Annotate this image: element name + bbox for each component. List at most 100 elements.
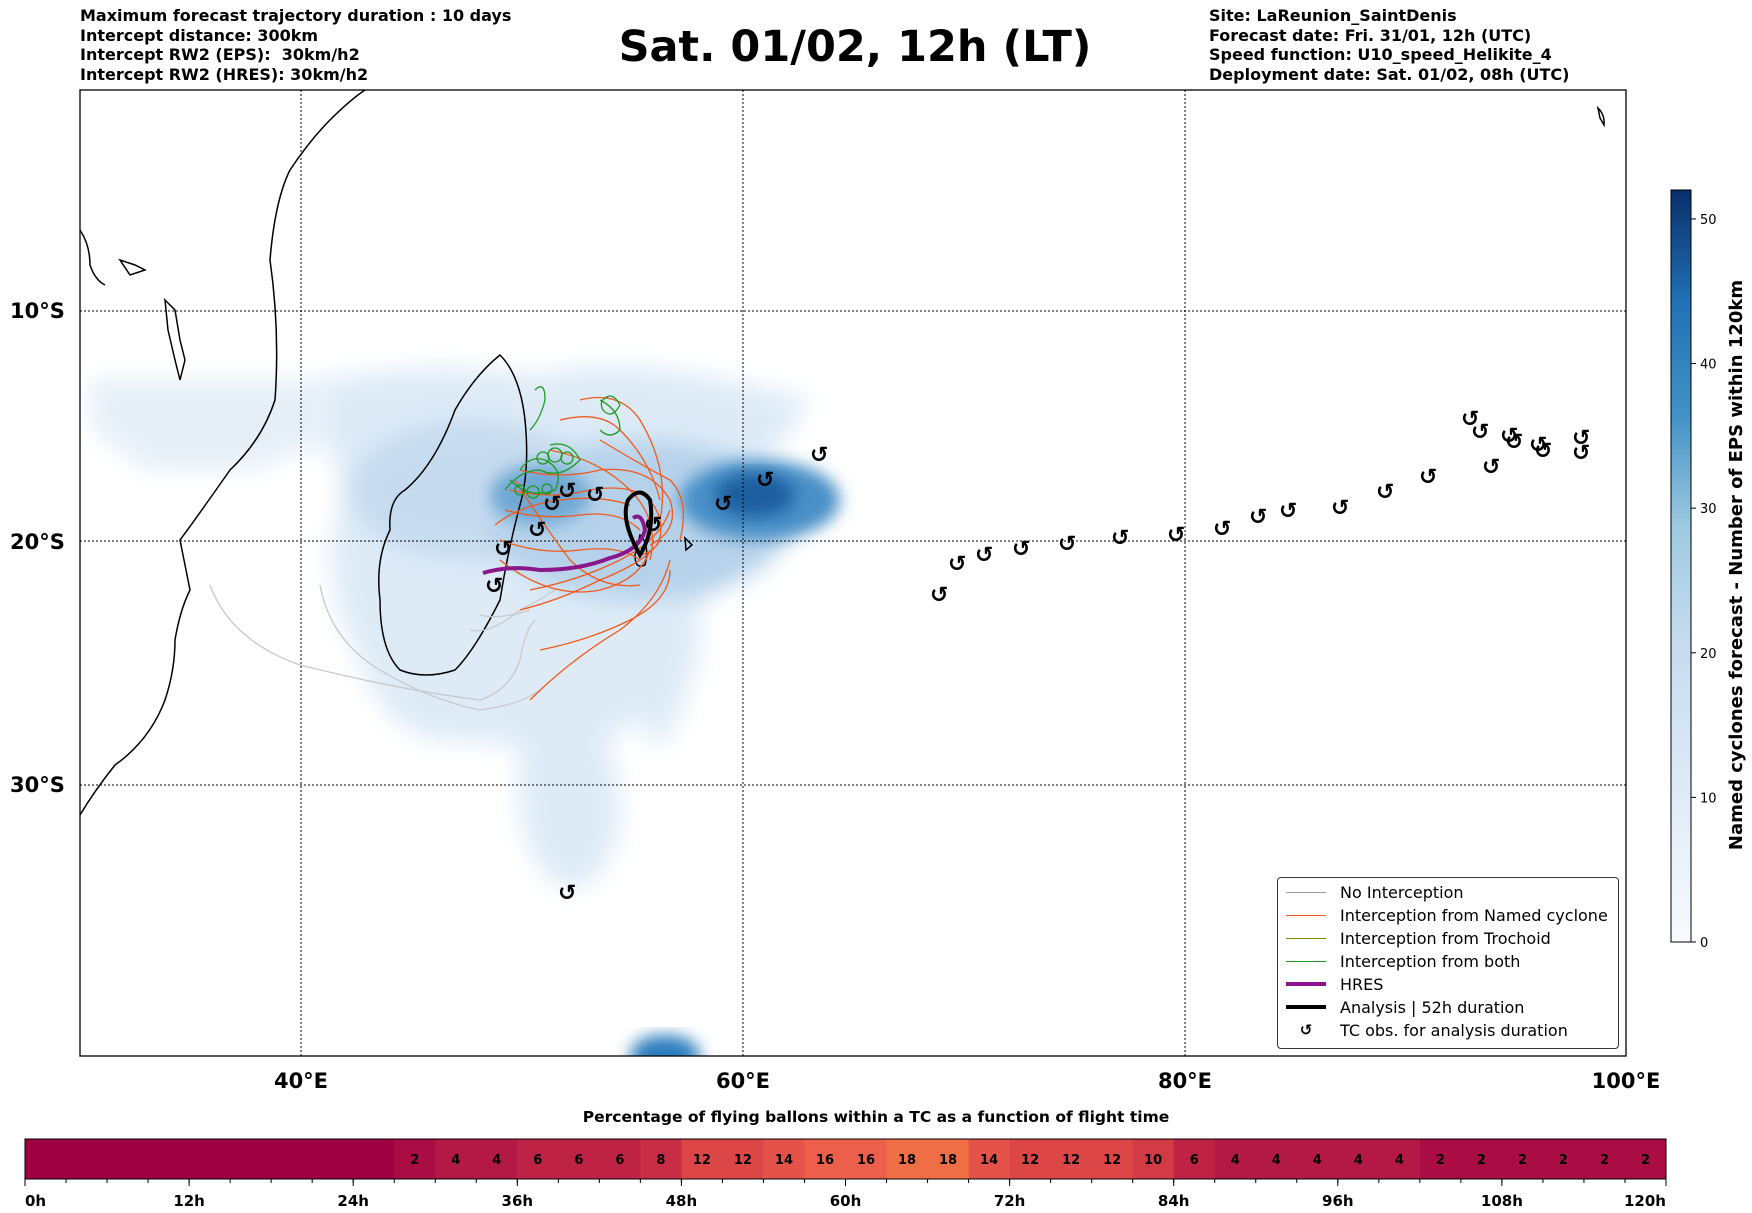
colorbar-label: Named cyclones forecast - Number of EPS …: [1726, 280, 1747, 850]
flight-time-label: 36h: [502, 1192, 534, 1210]
colorbar-tick-label: 20: [1700, 647, 1717, 662]
flight-time-cell-label: 12: [693, 1153, 711, 1168]
flight-time-cell: [25, 1139, 67, 1179]
header-right-info: Site: LaReunion_SaintDenis Forecast date…: [1209, 6, 1569, 84]
legend-item-no-interception: No Interception: [1286, 881, 1464, 903]
page-title: Sat. 01/02, 12h (LT): [618, 22, 1092, 72]
flight-time-chart-title: Percentage of flying ballons within a TC…: [582, 1108, 1170, 1126]
flight-time-cell-label: 4: [1395, 1153, 1404, 1168]
thin-gray-line-icon: [1286, 891, 1326, 893]
legend-item-tc-obs: ↺ TC obs. for analysis duration: [1286, 1019, 1568, 1041]
site-text: Site: LaReunion_SaintDenis: [1209, 6, 1457, 25]
flight-time-label: 48h: [666, 1192, 698, 1210]
both-interception-tracks: [504, 386, 621, 499]
hres-track: [482, 514, 648, 575]
flight-time-cell: [189, 1139, 231, 1179]
flight-time-cell-label: 4: [492, 1153, 501, 1168]
tc-symbol-icon: ↺: [528, 518, 546, 543]
lon-label-100e: 100°E: [1592, 1069, 1661, 1093]
flight-time-cell: [1460, 1139, 1503, 1179]
flight-time-cell-label: 2: [1600, 1153, 1609, 1168]
tc-symbol-icon: ↺: [1012, 537, 1030, 562]
flight-time-cell: [681, 1139, 723, 1179]
colorbar-tick-label: 0: [1700, 936, 1708, 951]
flight-time-cell: [107, 1139, 149, 1179]
lon-label-80e: 80°E: [1158, 1069, 1212, 1093]
legend-item-hres: HRES: [1286, 973, 1383, 995]
lat-label-10s: 10°S: [10, 299, 65, 323]
tc-symbol-icon: ↺: [1249, 505, 1267, 530]
tc-symbol-icon: ↺: [1331, 496, 1349, 521]
graticule: [80, 90, 1626, 1056]
flight-time-cell: [517, 1139, 559, 1179]
flight-time-label: 84h: [1158, 1192, 1190, 1210]
lat-label-30s: 30°S: [10, 773, 65, 797]
tc-symbol-icon: ↺: [1529, 433, 1547, 458]
flight-time-label: 60h: [830, 1192, 862, 1210]
flight-time-cell: [1173, 1139, 1216, 1179]
flight-time-cell: [722, 1139, 764, 1179]
lon-label-60e: 60°E: [716, 1069, 770, 1093]
flight-time-cell-label: 18: [939, 1153, 957, 1168]
thin-green-line-icon: [1286, 960, 1326, 962]
thick-black-line-icon: [1286, 1005, 1326, 1009]
map-area: ↺ ↺ ↺ ↺ ↺ ↺ ↺ ↺ ↺ ↺ ↺ ↺ ↺ ↺ ↺ ↺ ↺ ↺ ↺ ↺ …: [80, 90, 1626, 1056]
colorbar-tick-label: 50: [1700, 213, 1717, 228]
forecast-date-text: Forecast date: Fri. 31/01, 12h (UTC): [1209, 25, 1532, 45]
tc-symbol-icon: ↺: [1505, 430, 1523, 455]
flight-time-cell: [599, 1139, 641, 1179]
flight-time-label: 108h: [1481, 1192, 1523, 1210]
tc-symbol-icon: ↺: [1572, 426, 1590, 451]
cyclone-density-field: [90, 366, 840, 1056]
tc-symbol-icon: ↺: [948, 552, 966, 577]
lon-label-40e: 40°E: [274, 1069, 328, 1093]
tc-symbol-icon: ↺: [714, 492, 732, 517]
flight-time-cell: [1050, 1139, 1093, 1179]
thick-purple-line-icon: [1286, 982, 1326, 986]
tc-symbol-icon: ↺: [1471, 420, 1489, 445]
tc-symbol-icon: ↺: [1500, 424, 1518, 449]
legend-item-both: Interception from both: [1286, 950, 1520, 972]
tc-symbol-icon: ↺: [975, 543, 993, 568]
intercept-rw2-eps-text: Intercept RW2 (EPS): 30km/h2: [80, 45, 360, 64]
flight-time-cell: [804, 1139, 846, 1179]
flight-time-cell-label: 2: [1477, 1153, 1486, 1168]
colorbar-tick-label: 40: [1700, 358, 1717, 373]
tc-observation-symbols: ↺ ↺ ↺ ↺ ↺ ↺ ↺ ↺ ↺ ↺ ↺ ↺ ↺ ↺ ↺ ↺ ↺ ↺ ↺ ↺ …: [485, 407, 1590, 906]
flight-time-cell: [968, 1139, 1011, 1179]
flight-time-cell: [394, 1139, 436, 1179]
header-left-info: Maximum forecast trajectory duration : 1…: [80, 6, 511, 84]
flight-time-label: 12h: [173, 1192, 205, 1210]
flight-time-label: 72h: [994, 1192, 1026, 1210]
tc-symbol-icon: ↺: [1111, 526, 1129, 551]
svg-text:Named cyclones forecast - Numb: Named cyclones forecast - Number of EPS …: [1726, 280, 1747, 850]
legend-item-trochoid: Interception from Trochoid: [1286, 927, 1551, 949]
colorbar-ticks: 0 10 20 30 40 50: [1691, 213, 1717, 951]
thin-orange-line-icon: [1286, 914, 1326, 916]
flight-time-cell: [1624, 1139, 1667, 1179]
flight-time-cell: [1009, 1139, 1052, 1179]
tc-symbol-icon: ↺: [1482, 455, 1500, 480]
tc-symbol-icon: ↺: [1213, 517, 1231, 542]
flight-time-cell-label: 16: [816, 1153, 834, 1168]
tc-symbol-icon: ↺: [543, 492, 561, 517]
flight-time-cell: [763, 1139, 805, 1179]
tc-symbol-icon: ↺: [485, 574, 503, 599]
flight-time-cell: [1296, 1139, 1339, 1179]
flight-time-cell: [1132, 1139, 1175, 1179]
flight-time-cell: [148, 1139, 190, 1179]
lat-label-20s: 20°S: [10, 530, 65, 554]
flight-time-cell-label: 12: [734, 1153, 752, 1168]
flight-time-cell-label: 4: [1354, 1153, 1363, 1168]
tc-symbol-icon: ↺: [558, 479, 576, 504]
tc-symbol-icon: ↺: [1058, 532, 1076, 557]
flight-time-cell: [886, 1139, 929, 1179]
flight-time-cell-label: 8: [656, 1153, 665, 1168]
tc-symbol-icon: ↺: [1572, 441, 1590, 466]
thin-olive-line-icon: [1286, 937, 1326, 939]
flight-time-cell: [1501, 1139, 1544, 1179]
cyclone-symbol-icon: ↺: [1299, 1021, 1313, 1039]
tc-symbol-icon: ↺: [494, 537, 512, 562]
coastlines: [80, 90, 1605, 816]
legend: No Interception Interception from Named …: [1277, 877, 1619, 1049]
